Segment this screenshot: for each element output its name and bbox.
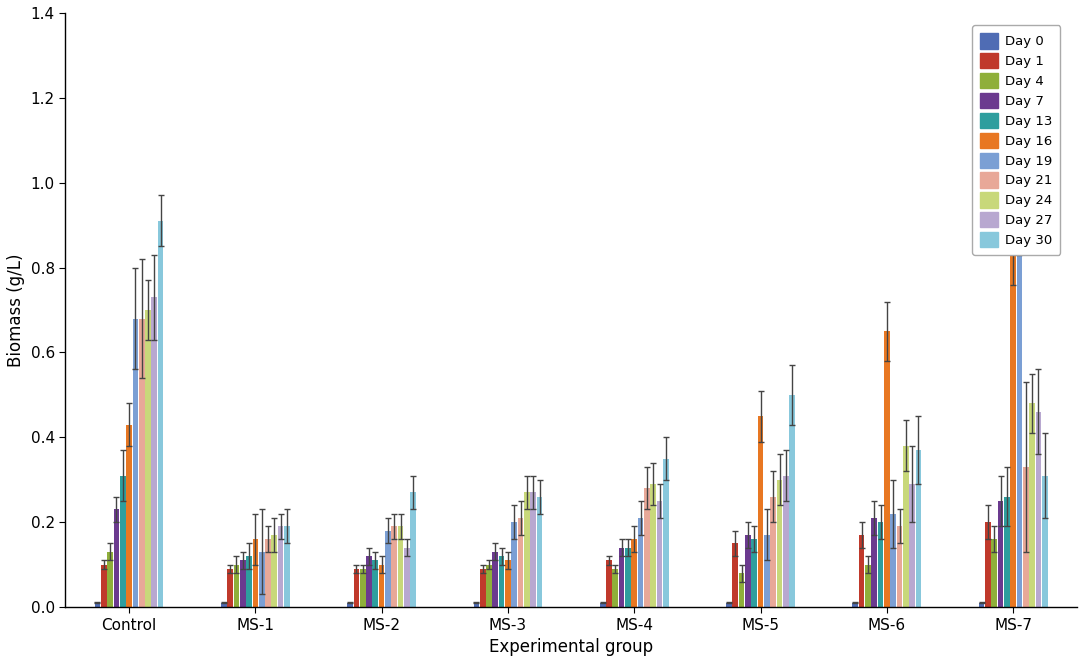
Bar — [366, 556, 372, 607]
Bar — [872, 518, 877, 607]
Y-axis label: Biomass (g/L): Biomass (g/L) — [7, 253, 25, 367]
Bar — [1023, 467, 1029, 607]
Bar — [852, 603, 859, 607]
Bar — [524, 493, 530, 607]
Bar — [916, 450, 921, 607]
Bar — [896, 526, 902, 607]
Bar — [347, 603, 353, 607]
Bar — [1004, 497, 1009, 607]
Bar — [240, 560, 246, 607]
Bar — [145, 310, 151, 607]
Bar — [909, 484, 915, 607]
Bar — [890, 514, 896, 607]
Bar — [903, 446, 908, 607]
Bar — [158, 221, 164, 607]
Bar — [505, 560, 511, 607]
Bar — [132, 318, 138, 607]
Bar — [411, 493, 416, 607]
Bar — [771, 497, 776, 607]
Bar — [997, 501, 1004, 607]
Bar — [398, 526, 403, 607]
Bar — [474, 603, 479, 607]
Bar — [114, 509, 119, 607]
Bar — [758, 416, 763, 607]
Bar — [859, 535, 864, 607]
Bar — [278, 526, 283, 607]
Bar — [271, 535, 278, 607]
Bar — [492, 552, 499, 607]
Bar — [1017, 153, 1022, 607]
Bar — [107, 552, 113, 607]
Bar — [885, 332, 890, 607]
Bar — [644, 488, 649, 607]
Bar — [878, 522, 883, 607]
Bar — [631, 539, 637, 607]
Bar — [985, 522, 991, 607]
Bar — [625, 548, 631, 607]
Bar — [599, 603, 606, 607]
Bar — [228, 569, 233, 607]
Bar — [259, 552, 264, 607]
Bar — [353, 569, 359, 607]
Bar — [663, 459, 669, 607]
Bar — [120, 475, 126, 607]
Bar — [139, 318, 144, 607]
Bar — [1030, 403, 1035, 607]
Bar — [745, 535, 751, 607]
Bar — [101, 565, 106, 607]
Bar — [284, 526, 289, 607]
Bar — [253, 539, 258, 607]
Bar — [246, 556, 251, 607]
Bar — [1042, 475, 1047, 607]
Bar — [404, 548, 410, 607]
Bar — [266, 539, 271, 607]
Bar — [152, 297, 157, 607]
Bar — [739, 573, 745, 607]
Bar — [499, 556, 504, 607]
Bar — [992, 539, 997, 607]
Bar — [789, 395, 795, 607]
Bar — [764, 535, 770, 607]
Bar — [391, 526, 397, 607]
Bar — [733, 544, 738, 607]
Bar — [751, 539, 757, 607]
Bar — [1010, 242, 1016, 607]
Bar — [637, 518, 644, 607]
Bar — [512, 522, 517, 607]
Bar — [1035, 412, 1042, 607]
Bar — [726, 603, 732, 607]
Bar — [360, 569, 365, 607]
Bar — [126, 424, 132, 607]
Bar — [480, 569, 486, 607]
Bar — [612, 569, 618, 607]
Bar — [979, 603, 984, 607]
Bar — [378, 565, 385, 607]
Bar — [606, 560, 611, 607]
Bar — [657, 501, 662, 607]
Legend: Day 0, Day 1, Day 4, Day 7, Day 13, Day 16, Day 19, Day 21, Day 24, Day 27, Day : Day 0, Day 1, Day 4, Day 7, Day 13, Day … — [972, 25, 1060, 255]
Bar — [486, 565, 492, 607]
Bar — [518, 518, 524, 607]
Bar — [221, 603, 227, 607]
Bar — [650, 484, 656, 607]
Bar — [619, 548, 624, 607]
Bar — [776, 480, 783, 607]
Bar — [94, 603, 101, 607]
X-axis label: Experimental group: Experimental group — [489, 638, 654, 656]
Bar — [385, 530, 391, 607]
Bar — [530, 493, 537, 607]
Bar — [865, 565, 870, 607]
Bar — [373, 560, 378, 607]
Bar — [537, 497, 542, 607]
Bar — [233, 565, 240, 607]
Bar — [783, 475, 789, 607]
